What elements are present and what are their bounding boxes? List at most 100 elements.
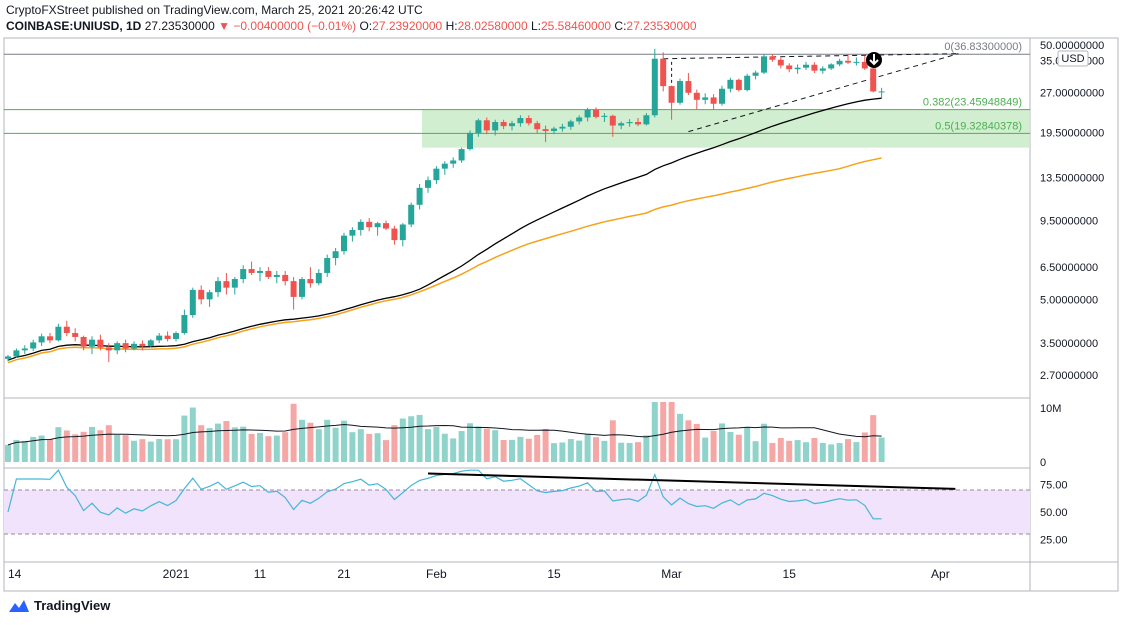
- volume-bar: [332, 427, 339, 462]
- candle-body: [534, 123, 541, 130]
- volume-bar: [63, 430, 70, 462]
- candle-body: [870, 68, 877, 92]
- rsi-axis-label: 75.00: [1040, 480, 1068, 492]
- candle-body: [836, 60, 843, 65]
- candle-body: [651, 58, 658, 116]
- volume-bar: [525, 438, 532, 462]
- volume-bar: [761, 423, 767, 462]
- rsi-axis-label: 25.00: [1040, 535, 1068, 547]
- price-axis-label: 27.00000000: [1040, 87, 1104, 99]
- volume-bar: [719, 423, 725, 462]
- candle-body: [231, 279, 238, 288]
- close-label: C:: [614, 19, 627, 33]
- candle-body: [525, 118, 532, 124]
- volume-bar: [425, 429, 431, 462]
- volume-bar: [752, 441, 759, 462]
- candle-body: [122, 343, 129, 349]
- volume-bar: [517, 436, 524, 462]
- volume-axis-label: 0: [1040, 457, 1046, 469]
- candle-body: [786, 65, 793, 70]
- volume-bar: [198, 425, 205, 462]
- candle-body: [719, 88, 725, 104]
- rsi-divergence-line: [427, 472, 956, 490]
- volume-bar: [257, 432, 263, 462]
- volume-bar: [441, 433, 448, 462]
- candle-body: [131, 343, 137, 349]
- candle-body: [467, 132, 473, 150]
- volume-bar: [777, 437, 784, 462]
- candle-body: [635, 122, 641, 125]
- candle-body: [567, 121, 574, 127]
- candle-body: [769, 56, 776, 60]
- volume-bar: [744, 427, 751, 462]
- time-axis-label: 15: [783, 567, 797, 581]
- price-axis-label: 19.50000000: [1040, 127, 1104, 139]
- candle-body: [206, 292, 213, 300]
- volume-bar: [290, 403, 297, 462]
- open-value: 27.23920000: [372, 19, 443, 33]
- volume-bar: [324, 419, 331, 462]
- candle-body: [80, 336, 87, 347]
- time-axis-label: Apr: [931, 567, 950, 581]
- candle-body: [458, 149, 465, 161]
- volume-bar: [383, 440, 389, 462]
- volume-bar: [836, 443, 843, 462]
- volume-bar: [282, 432, 289, 462]
- candle-body: [433, 168, 440, 181]
- candle-body: [383, 223, 389, 229]
- high-label: H:: [445, 19, 458, 33]
- time-axis-label: Mar: [661, 567, 682, 581]
- candle-body: [416, 187, 423, 205]
- fib-level-label: 0.5(19.32840378): [935, 120, 1022, 132]
- volume-bar: [105, 425, 112, 462]
- volume-bar: [593, 437, 599, 462]
- candle-body: [97, 339, 104, 348]
- price-chart[interactable]: 0(36.83300000) 0.382(23.45948849) 0.5(19.3…: [0, 0, 1124, 596]
- candle-body: [450, 160, 457, 164]
- volume-bar: [89, 426, 95, 462]
- volume-bar: [677, 413, 683, 462]
- candle-body: [399, 224, 406, 241]
- wedge-lower-trendline: [688, 53, 959, 133]
- volume-bar: [307, 422, 314, 462]
- volume-bar: [433, 426, 440, 462]
- candle-body: [584, 109, 591, 118]
- candle-body: [72, 333, 79, 337]
- volume-bar: [601, 440, 608, 462]
- volume-bar: [97, 430, 104, 462]
- candle-body: [861, 61, 868, 69]
- volume-bar: [366, 433, 373, 462]
- volume-bar: [794, 440, 801, 462]
- symbol-label[interactable]: COINBASE:UNIUSD, 1D: [6, 19, 142, 33]
- volume-bar: [693, 423, 700, 462]
- candle-body: [240, 269, 247, 280]
- candle-body: [618, 123, 625, 126]
- volume-bar: [618, 442, 625, 462]
- candle-body: [551, 128, 557, 132]
- candle-body: [819, 68, 826, 71]
- time-axis-label: 11: [254, 567, 267, 581]
- volume-bar: [819, 442, 826, 462]
- candle-body: [517, 118, 524, 124]
- candle-body: [559, 126, 566, 129]
- candle-body: [425, 180, 431, 188]
- candle-body: [794, 67, 801, 70]
- last-price: 27.23530000: [144, 19, 215, 33]
- candle-body: [542, 129, 549, 132]
- candle-body: [475, 120, 482, 133]
- candle-body: [777, 59, 784, 66]
- volume-bar: [500, 440, 507, 462]
- candle-body: [668, 86, 675, 103]
- close-value: 27.23530000: [626, 19, 697, 33]
- price-axis-label: 2.70000000: [1040, 370, 1098, 382]
- candle-body: [30, 342, 37, 349]
- volume-bar: [542, 428, 549, 462]
- candle-body: [601, 115, 608, 117]
- volume-bar: [5, 444, 11, 462]
- rsi-band: [4, 490, 1030, 534]
- volume-bar: [21, 440, 28, 462]
- fib-level-label: 0.382(23.45948849): [923, 97, 1022, 109]
- volume-bar: [551, 443, 557, 462]
- volume-bar: [584, 433, 591, 462]
- volume-bar: [181, 415, 188, 462]
